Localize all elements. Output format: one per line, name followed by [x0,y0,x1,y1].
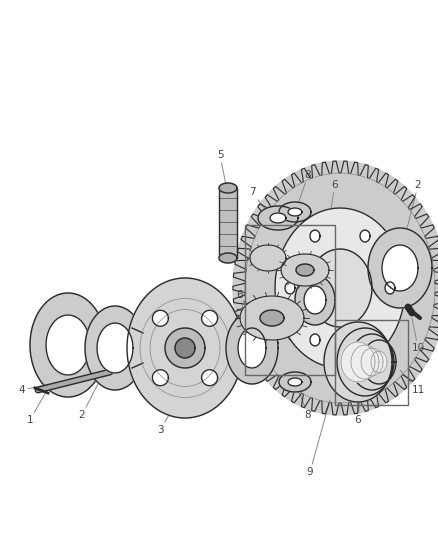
Text: 11: 11 [400,370,424,395]
Text: 4: 4 [19,383,55,395]
Polygon shape [175,338,195,358]
Polygon shape [97,323,133,373]
Polygon shape [281,254,329,286]
Text: 3: 3 [157,400,178,435]
Text: 8: 8 [295,382,311,420]
Polygon shape [201,310,218,326]
Polygon shape [351,345,379,379]
Polygon shape [310,230,320,242]
Polygon shape [165,328,205,368]
Polygon shape [279,202,311,222]
Text: 6: 6 [237,290,248,330]
Polygon shape [46,315,90,375]
Polygon shape [127,278,243,418]
Text: 2: 2 [79,380,100,420]
Polygon shape [350,334,394,390]
Polygon shape [324,322,392,402]
Polygon shape [219,253,237,263]
Polygon shape [238,328,266,368]
Polygon shape [152,310,168,326]
Polygon shape [385,282,395,294]
Polygon shape [250,245,286,271]
Text: 1: 1 [27,385,50,425]
Polygon shape [288,378,302,386]
Polygon shape [275,208,405,368]
Polygon shape [285,282,295,294]
Polygon shape [30,293,106,397]
Bar [245,225,335,375]
Polygon shape [361,348,383,376]
Text: 9: 9 [307,400,330,477]
Polygon shape [233,161,438,415]
Bar [219,188,237,258]
Polygon shape [310,334,320,346]
Text: 6: 6 [355,395,361,425]
Text: 2: 2 [402,180,421,248]
Polygon shape [152,370,168,386]
Text: 10: 10 [411,318,424,353]
Polygon shape [132,328,143,368]
Polygon shape [226,312,278,384]
Polygon shape [360,334,370,346]
Polygon shape [295,275,335,325]
Polygon shape [304,286,326,314]
Polygon shape [371,351,387,373]
Polygon shape [288,208,302,216]
Polygon shape [240,296,304,340]
Polygon shape [201,370,218,386]
Polygon shape [270,213,286,223]
Polygon shape [258,206,298,230]
Polygon shape [382,245,418,291]
Polygon shape [341,342,375,382]
Text: 8: 8 [295,170,311,213]
Polygon shape [362,340,396,384]
Polygon shape [260,310,284,326]
Polygon shape [360,230,370,242]
Polygon shape [337,328,393,396]
Bar [335,320,408,405]
Polygon shape [85,306,145,390]
Polygon shape [308,249,372,327]
Polygon shape [219,183,237,193]
Text: 6: 6 [318,180,338,285]
Polygon shape [279,372,311,392]
Polygon shape [368,228,432,308]
Polygon shape [233,161,438,415]
Text: 5: 5 [217,150,228,195]
Text: 7: 7 [249,187,272,218]
Polygon shape [296,264,314,276]
